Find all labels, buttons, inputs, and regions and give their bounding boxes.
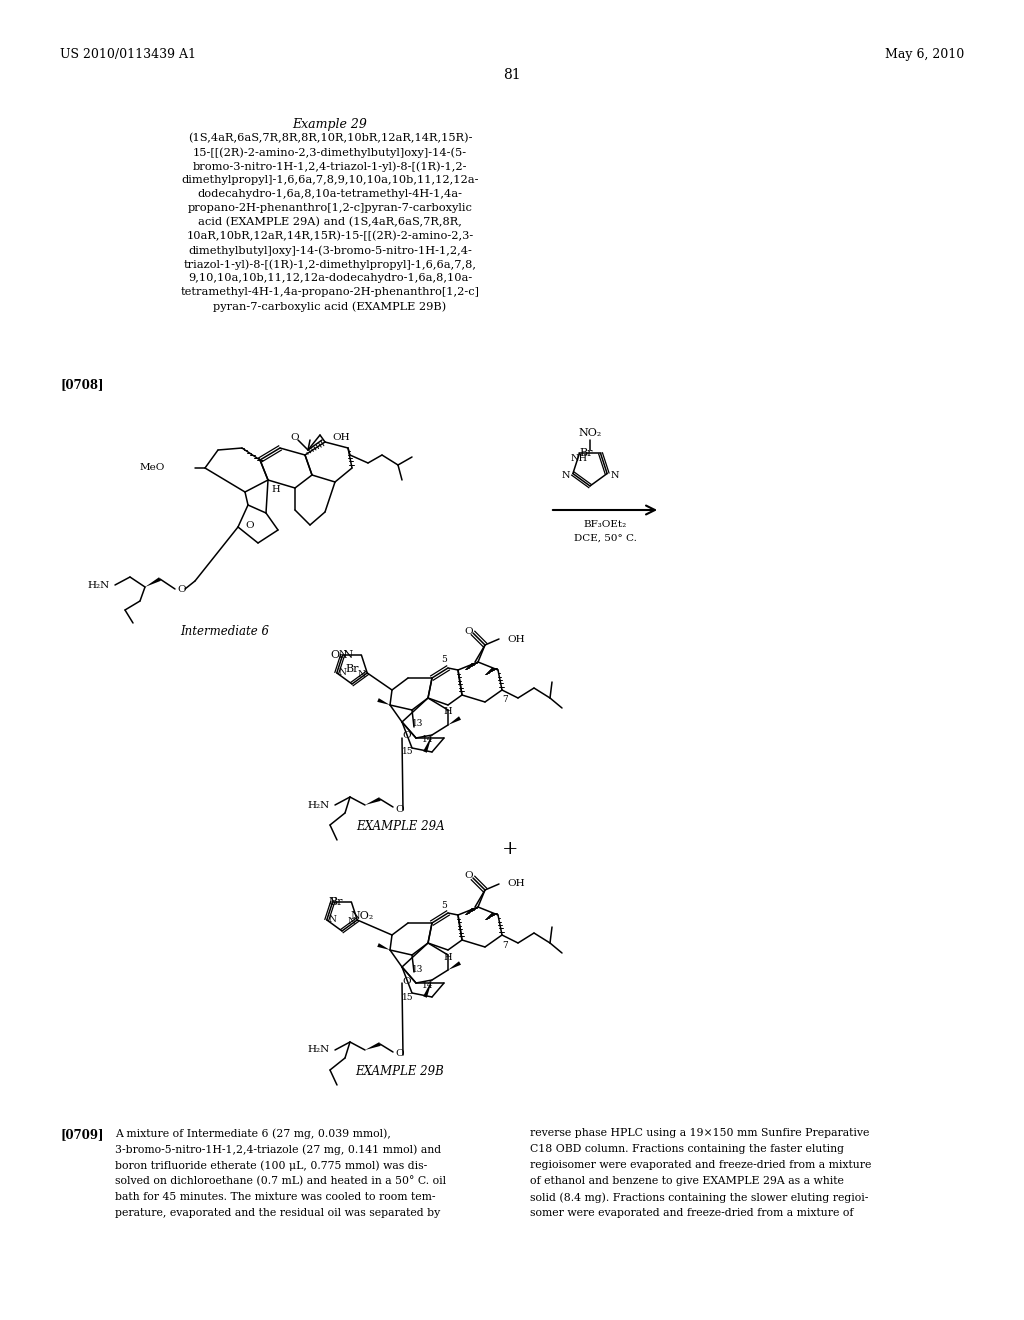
Text: N: N: [561, 471, 570, 480]
Polygon shape: [423, 735, 432, 752]
Text: H₂N: H₂N: [308, 800, 330, 809]
Text: solved on dichloroethane (0.7 mL) and heated in a 50° C. oil: solved on dichloroethane (0.7 mL) and he…: [115, 1176, 446, 1187]
Text: Br: Br: [330, 898, 343, 907]
Text: regioisomer were evaporated and freeze-dried from a mixture: regioisomer were evaporated and freeze-d…: [530, 1160, 871, 1170]
Text: bath for 45 minutes. The mixture was cooled to room tem-: bath for 45 minutes. The mixture was coo…: [115, 1192, 435, 1203]
Text: US 2010/0113439 A1: US 2010/0113439 A1: [60, 48, 196, 61]
Text: O: O: [465, 871, 473, 880]
Polygon shape: [145, 577, 161, 587]
Polygon shape: [449, 961, 461, 970]
Text: solid (8.4 mg). Fractions containing the slower eluting regioi-: solid (8.4 mg). Fractions containing the…: [530, 1192, 868, 1203]
Text: May 6, 2010: May 6, 2010: [885, 48, 964, 61]
Text: 3-bromo-5-nitro-1H-1,2,4-triazole (27 mg, 0.141 mmol) and: 3-bromo-5-nitro-1H-1,2,4-triazole (27 mg…: [115, 1144, 441, 1155]
Text: O: O: [395, 1049, 403, 1059]
Text: EXAMPLE 29A: EXAMPLE 29A: [355, 820, 444, 833]
Text: N: N: [339, 649, 346, 659]
Text: triazol-1-yl)-8-[(1R)-1,2-dimethylpropyl]-1,6,6a,7,8,: triazol-1-yl)-8-[(1R)-1,2-dimethylpropyl…: [183, 259, 476, 269]
Text: tetramethyl-4H-1,4a-propano-2H-phenanthro[1,2-c]: tetramethyl-4H-1,4a-propano-2H-phenanthr…: [180, 286, 479, 297]
Text: dimethylbutyl]oxy]-14-(3-bromo-5-nitro-1H-1,2,4-: dimethylbutyl]oxy]-14-(3-bromo-5-nitro-1…: [188, 246, 472, 256]
Text: reverse phase HPLC using a 19×150 mm Sunfire Preparative: reverse phase HPLC using a 19×150 mm Sun…: [530, 1129, 869, 1138]
Text: O: O: [465, 627, 473, 635]
Text: [0708]: [0708]: [60, 378, 103, 391]
Text: NO₂: NO₂: [579, 428, 602, 438]
Text: 10aR,10bR,12aR,14R,15R)-15-[[(2R)-2-amino-2,3-: 10aR,10bR,12aR,14R,15R)-15-[[(2R)-2-amin…: [186, 231, 474, 242]
Text: [0709]: [0709]: [60, 1129, 103, 1140]
Text: O: O: [177, 585, 185, 594]
Text: 14: 14: [422, 981, 434, 990]
Text: NH: NH: [570, 454, 588, 463]
Text: Example 29: Example 29: [293, 117, 368, 131]
Text: Br: Br: [580, 449, 593, 458]
Text: O: O: [402, 731, 412, 741]
Text: O₂N: O₂N: [330, 649, 353, 660]
Text: C18 OBD column. Fractions containing the faster eluting: C18 OBD column. Fractions containing the…: [530, 1144, 844, 1154]
Text: 15: 15: [402, 747, 414, 756]
Text: 5: 5: [441, 900, 446, 909]
Text: N: N: [329, 898, 337, 906]
Text: bromo-3-nitro-1H-1,2,4-triazol-1-yl)-8-[(1R)-1,2-: bromo-3-nitro-1H-1,2,4-triazol-1-yl)-8-[…: [193, 161, 467, 172]
Text: BF₃OEt₂: BF₃OEt₂: [584, 520, 627, 529]
Polygon shape: [365, 1043, 381, 1049]
Text: H: H: [443, 953, 453, 961]
Text: EXAMPLE 29B: EXAMPLE 29B: [355, 1065, 444, 1078]
Text: MeO: MeO: [139, 463, 165, 473]
Text: 9,10,10a,10b,11,12,12a-dodecahydro-1,6a,8,10a-: 9,10,10a,10b,11,12,12a-dodecahydro-1,6a,…: [187, 273, 472, 282]
Text: OH: OH: [507, 635, 524, 644]
Text: 7: 7: [502, 940, 508, 949]
Text: Br: Br: [345, 664, 358, 675]
Text: acid (EXAMPLE 29A) and (1S,4aR,6aS,7R,8R,: acid (EXAMPLE 29A) and (1S,4aR,6aS,7R,8R…: [198, 216, 462, 227]
Text: Intermediate 6: Intermediate 6: [180, 624, 269, 638]
Polygon shape: [423, 979, 432, 998]
Text: 81: 81: [503, 69, 521, 82]
Polygon shape: [377, 944, 390, 950]
Text: O: O: [291, 433, 299, 441]
Text: 13: 13: [413, 965, 424, 974]
Text: O: O: [395, 804, 403, 813]
Text: +: +: [502, 840, 518, 858]
Text: H₂N: H₂N: [88, 581, 110, 590]
Text: OH: OH: [332, 433, 349, 442]
Text: of ethanol and benzene to give EXAMPLE 29A as a white: of ethanol and benzene to give EXAMPLE 2…: [530, 1176, 844, 1185]
Text: 15: 15: [402, 993, 414, 1002]
Polygon shape: [449, 717, 461, 725]
Text: (1S,4aR,6aS,7R,8R,8R,10R,10bR,12aR,14R,15R)-: (1S,4aR,6aS,7R,8R,8R,10R,10bR,12aR,14R,1…: [187, 133, 472, 144]
Text: N: N: [357, 671, 366, 680]
Text: pyran-7-carboxylic acid (EXAMPLE 29B): pyran-7-carboxylic acid (EXAMPLE 29B): [213, 301, 446, 312]
Text: H: H: [271, 486, 281, 495]
Text: 7: 7: [502, 696, 508, 705]
Text: N: N: [347, 917, 355, 927]
Text: NO₂: NO₂: [350, 911, 374, 921]
Text: N: N: [610, 471, 618, 480]
Text: 15-[[(2R)-2-amino-2,3-dimethylbutyl]oxy]-14-(5-: 15-[[(2R)-2-amino-2,3-dimethylbutyl]oxy]…: [193, 147, 467, 157]
Text: N: N: [329, 916, 337, 924]
Text: perature, evaporated and the residual oil was separated by: perature, evaporated and the residual oi…: [115, 1208, 440, 1218]
Text: O: O: [402, 977, 412, 986]
Text: somer were evaporated and freeze-dried from a mixture of: somer were evaporated and freeze-dried f…: [530, 1208, 853, 1218]
Text: A mixture of Intermediate 6 (27 mg, 0.039 mmol),: A mixture of Intermediate 6 (27 mg, 0.03…: [115, 1129, 391, 1139]
Text: N: N: [339, 668, 347, 677]
Text: propano-2H-phenanthro[1,2-c]pyran-7-carboxylic: propano-2H-phenanthro[1,2-c]pyran-7-carb…: [187, 203, 472, 213]
Text: dodecahydro-1,6a,8,10a-tetramethyl-4H-1,4a-: dodecahydro-1,6a,8,10a-tetramethyl-4H-1,…: [198, 189, 463, 199]
Text: 13: 13: [413, 719, 424, 729]
Text: H: H: [443, 708, 453, 717]
Polygon shape: [377, 698, 390, 705]
Text: 5: 5: [441, 656, 446, 664]
Text: H₂N: H₂N: [308, 1045, 330, 1055]
Text: dimethylpropyl]-1,6,6a,7,8,9,10,10a,10b,11,12,12a-: dimethylpropyl]-1,6,6a,7,8,9,10,10a,10b,…: [181, 176, 479, 185]
Text: boron trifluoride etherate (100 μL, 0.775 mmol) was dis-: boron trifluoride etherate (100 μL, 0.77…: [115, 1160, 427, 1171]
Text: DCE, 50° C.: DCE, 50° C.: [573, 535, 637, 543]
Text: 14: 14: [422, 735, 434, 744]
Text: OH: OH: [507, 879, 524, 888]
Polygon shape: [365, 797, 381, 805]
Text: O: O: [246, 520, 254, 529]
